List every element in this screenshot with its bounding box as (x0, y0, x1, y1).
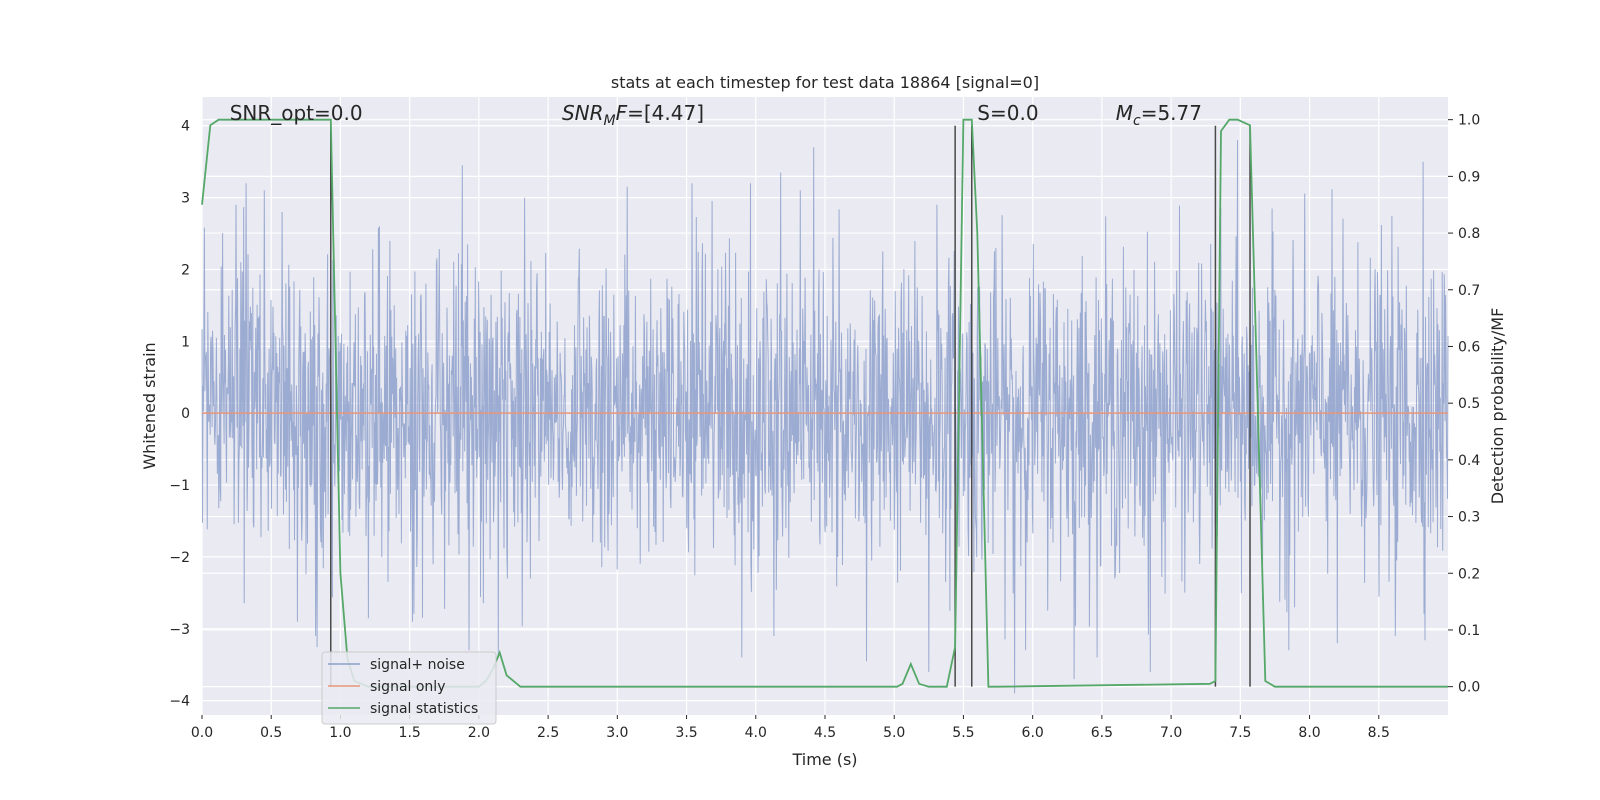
y-right-tick-label: 0.0 (1458, 680, 1480, 696)
x-axis-label: Time (s) (791, 750, 857, 769)
y-left-tick-label: −4 (169, 694, 190, 710)
y-right-tick-label: 0.9 (1458, 169, 1480, 185)
legend-label-signal-only: signal only (370, 679, 445, 695)
y-left-tick-label: 0 (181, 406, 190, 422)
legend: signal+ noise signal only signal statist… (321, 651, 497, 725)
y-right-tick-label: 0.6 (1458, 339, 1480, 355)
x-tick-label: 0.5 (260, 725, 282, 741)
x-tick-label: 6.5 (1091, 725, 1113, 741)
legend-box (321, 651, 497, 725)
x-tick-label: 7.5 (1229, 725, 1251, 741)
y-right-axis-label: Detection probability/MF (1488, 308, 1507, 505)
x-tick-label: 3.5 (675, 725, 697, 741)
y-right-tick-label: 1.0 (1458, 113, 1480, 129)
x-tick-label: 1.5 (399, 725, 421, 741)
x-tick-label: 6.0 (1022, 725, 1044, 741)
y-left-tick-label: −2 (169, 550, 190, 566)
legend-label-signal-noise: signal+ noise (370, 657, 465, 673)
annotation-3: Mc=5.77 (1116, 101, 1202, 129)
x-tick-label: 0.0 (191, 725, 213, 741)
chart-title: stats at each timestep for test data 188… (611, 73, 1039, 92)
y-right-axis-ticks: 0.0 0.1 0.2 0.3 0.4 0.5 0.6 0.7 0.8 0.9 1.0 (1448, 113, 1480, 696)
series-signal-noise (201, 140, 1449, 694)
x-tick-label: 2.0 (468, 725, 490, 741)
y-right-tick-label: 0.4 (1458, 453, 1480, 469)
x-tick-label: 5.0 (883, 725, 905, 741)
y-left-tick-label: −1 (169, 478, 190, 494)
x-tick-label: 5.5 (952, 725, 974, 741)
x-tick-label: 4.5 (814, 725, 836, 741)
y-right-tick-label: 0.2 (1458, 566, 1480, 582)
y-left-tick-label: −3 (169, 622, 190, 638)
y-right-tick-label: 0.8 (1458, 226, 1480, 242)
x-tick-label: 3.0 (606, 725, 628, 741)
x-axis-ticks: 0.0 0.5 1.0 1.5 2.0 2.5 3.0 3.5 4.0 4.5 5.0 5.5 6.0 6… (191, 715, 1390, 741)
y-right-tick-label: 0.5 (1458, 396, 1480, 412)
annotations: SNR_opt=0.0 SNRMF=[4.47] S=0.0 Mc=5.77 (230, 101, 1202, 129)
x-tick-label: 7.0 (1160, 725, 1182, 741)
annotation-1: SNRMF=[4.47] (562, 101, 704, 129)
annotation-2: S=0.0 (977, 101, 1038, 125)
x-tick-label: 8.0 (1298, 725, 1320, 741)
x-tick-label: 4.0 (745, 725, 767, 741)
x-tick-label: 8.5 (1368, 725, 1390, 741)
y-left-axis-label: Whitened strain (140, 342, 159, 469)
y-right-tick-label: 0.1 (1458, 623, 1480, 639)
y-left-tick-label: 1 (181, 334, 190, 350)
legend-label-signal-statistics: signal statistics (370, 701, 478, 717)
y-left-tick-label: 4 (181, 119, 190, 135)
y-left-axis-ticks: −4 −3 −2 −1 0 1 2 3 4 (169, 119, 190, 710)
y-left-tick-label: 3 (181, 191, 190, 207)
y-right-tick-label: 0.7 (1458, 283, 1480, 299)
y-left-tick-label: 2 (181, 262, 190, 278)
noise-line (201, 140, 1449, 694)
x-tick-label: 2.5 (537, 725, 559, 741)
x-tick-label: 1.0 (329, 725, 351, 741)
y-right-tick-label: 0.3 (1458, 510, 1480, 526)
annotation-0: SNR_opt=0.0 (230, 101, 363, 125)
